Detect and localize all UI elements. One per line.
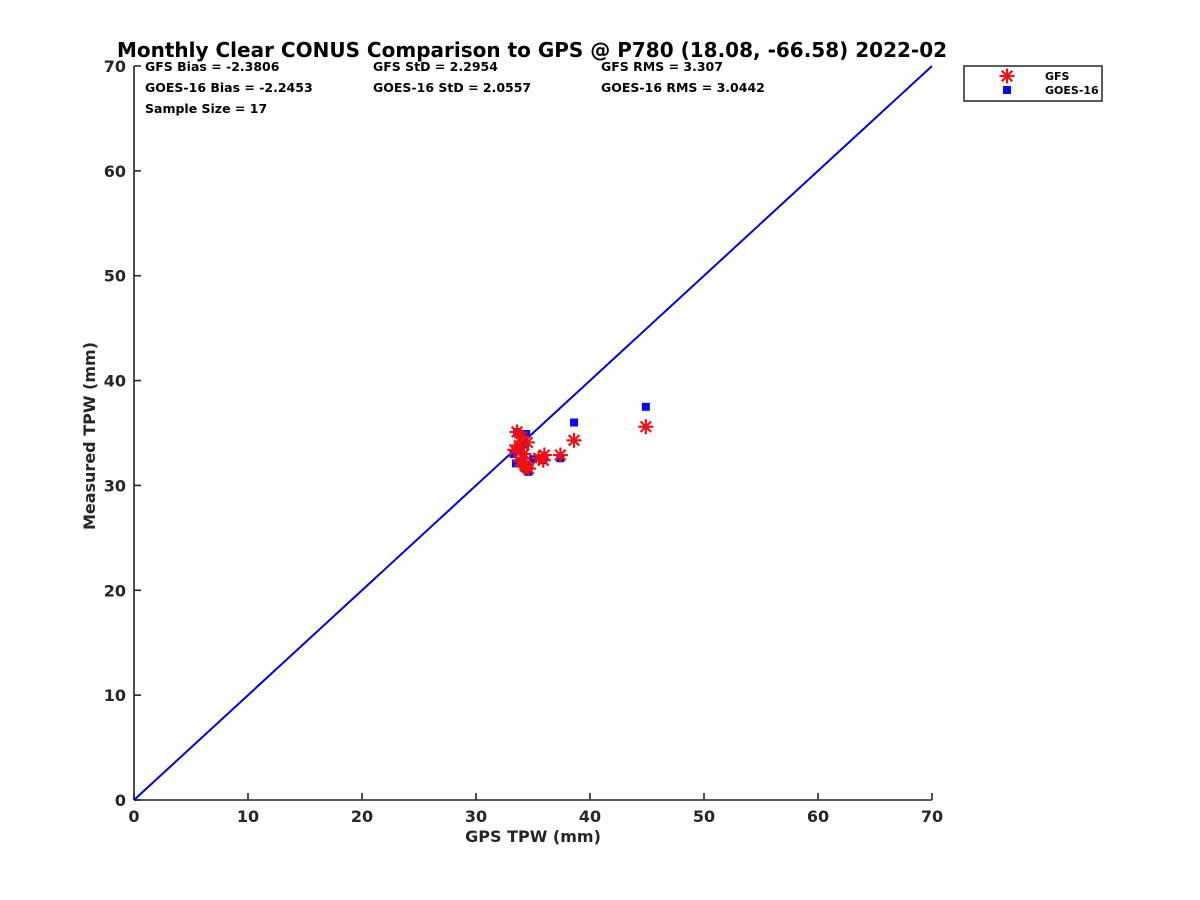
goes-16-point [511,459,520,468]
y-tick-label: 20 [104,581,126,600]
gfs-point [531,450,547,466]
y-tick-label: 60 [104,162,126,181]
x-tick-label: 60 [807,807,829,826]
x-tick-label: 0 [128,807,139,826]
goes-16-point [641,402,650,411]
x-tick-label: 40 [579,807,601,826]
stat-text: GOES-16 RMS = 3.0442 [601,80,765,95]
gfs-point [638,419,654,435]
stat-text: GFS RMS = 3.307 [601,59,723,74]
x-tick-label: 30 [465,807,487,826]
gfs-point [514,429,530,445]
legend-gfs-marker [999,68,1015,84]
y-axis-label: Measured TPW (mm) [80,342,99,530]
stat-text: GFS StD = 2.2954 [373,59,498,74]
stat-text: GFS Bias = -2.3806 [145,59,280,74]
x-tick-label: 10 [237,807,259,826]
gfs-point [552,447,568,463]
legend-goes-marker [1003,86,1011,94]
y-tick-label: 70 [104,57,126,76]
y-tick-label: 40 [104,372,126,391]
x-tick-label: 20 [351,807,373,826]
stat-text: Sample Size = 17 [145,101,267,116]
stat-text: GOES-16 StD = 2.0557 [373,80,531,95]
x-tick-label: 70 [921,807,943,826]
x-tick-label: 50 [693,807,715,826]
goes-16-point [509,449,518,458]
gfs-point [566,432,582,448]
one-to-one-line [133,65,933,801]
plot-area: 0 10 20 30 40 50 60 70 0 10 20 30 40 50 60 70 GPS TPW (m… [80,57,943,846]
y-tick-label: 30 [104,476,126,495]
legend-box [963,65,1103,102]
legend-gfs-label: GFS [1045,70,1070,83]
y-tick-label: 50 [104,267,126,286]
y-tick-label: 0 [115,791,126,810]
goes-16-point [570,418,579,427]
stat-text: GOES-16 Bias = -2.2453 [145,80,313,95]
x-axis-label: GPS TPW (mm) [465,827,601,846]
legend-goes-label: GOES-16 [1045,84,1099,97]
y-tick-label: 10 [104,686,126,705]
chart-title: Monthly Clear CONUS Comparison to GPS @ … [117,38,947,62]
gfs-point [518,459,534,475]
